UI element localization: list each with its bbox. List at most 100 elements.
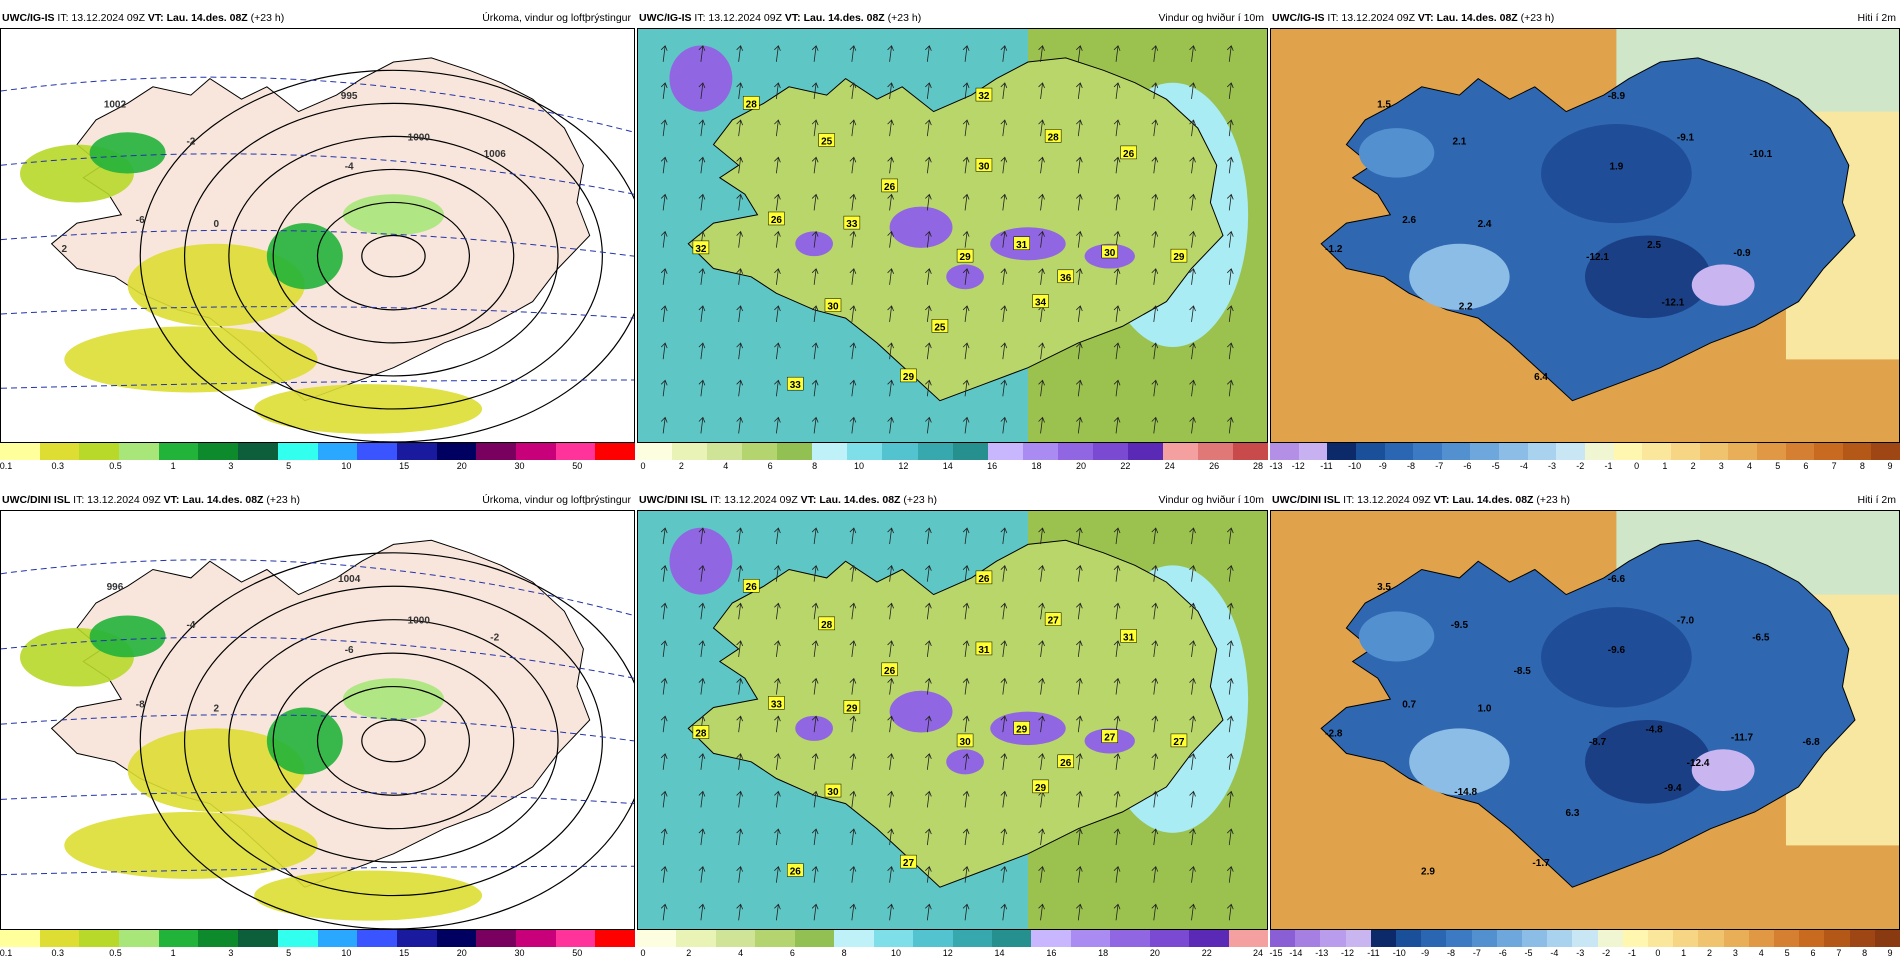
- svg-text:-4: -4: [186, 620, 195, 631]
- valid-time: Lau. 14.des. 08Z: [803, 12, 885, 24]
- value-label: 0: [213, 219, 219, 230]
- valid-time: Lau. 14.des. 08Z: [1436, 12, 1518, 24]
- value-label: -10.1: [1749, 149, 1772, 160]
- wind-arrow: [811, 193, 819, 211]
- isotherm: [1, 865, 634, 876]
- field-title: Vindur og hviður í 10m: [1158, 494, 1264, 506]
- wind-arrow: [660, 640, 668, 657]
- forecast-map[interactable]: 26 26 27 31 28 31 33 29 28 29 30 27 30 29 27 26 26 27 26: [637, 510, 1268, 930]
- wind-arrow: [1038, 193, 1045, 211]
- colorbar-swatch: [715, 930, 756, 947]
- svg-text:26: 26: [1060, 758, 1072, 769]
- wind-arrow: [1000, 865, 1008, 883]
- svg-text:-9.6: -9.6: [1608, 645, 1626, 656]
- forecast-map[interactable]: 3.5 -6.6 -7.0 -6.5 -9.5 -9.6 0.7 1.0 -2.8 -4.8 -8.…: [1270, 510, 1900, 930]
- colorbar-swatch: [1127, 443, 1163, 460]
- svg-text:-8.7: -8.7: [1589, 737, 1607, 748]
- field-title: Úrkoma, vindur og loftþrýstingur: [482, 12, 631, 24]
- wind-arrow: [1000, 903, 1008, 921]
- colorbar-tick: -12: [1291, 461, 1305, 471]
- colorbar-tick: -1: [1604, 461, 1613, 471]
- isobar: [139, 69, 634, 442]
- colorbar-swatch: [277, 930, 318, 947]
- value-label: 3.5: [1377, 582, 1391, 593]
- wind-arrow: [1189, 230, 1196, 248]
- svg-text:26: 26: [746, 582, 758, 593]
- wind-arrow: [962, 268, 970, 285]
- colorbar-tick: 10: [341, 461, 352, 471]
- wind-arrow: [962, 640, 970, 657]
- svg-text:26: 26: [1123, 149, 1135, 160]
- wind-arrow: [1000, 193, 1008, 211]
- colorbar-swatch: [119, 930, 159, 947]
- wind-arrow: [1000, 45, 1008, 62]
- colorbar-swatch: [1547, 930, 1573, 947]
- wind-arrow: [1000, 753, 1008, 770]
- wind-arrow: [698, 119, 706, 137]
- colorbar-swatch: [1774, 930, 1800, 947]
- colorbar-tick: 3: [1718, 461, 1724, 471]
- wind-arrow: [962, 193, 970, 211]
- wind-arrow: [1226, 230, 1234, 248]
- wind-arrow: [660, 342, 668, 360]
- colorbar-swatch: [39, 930, 80, 947]
- wind-arrow: [1151, 640, 1159, 657]
- wind-arrow: [736, 753, 744, 770]
- wind-arrow: [774, 230, 781, 248]
- wind-arrow: [1038, 342, 1045, 360]
- wind-arrow: [962, 865, 970, 883]
- wind-arrow: [887, 82, 894, 99]
- colorbar-swatch: [1233, 443, 1269, 460]
- colorbar-tick: 10: [853, 461, 864, 471]
- wind-arrow: [1000, 156, 1008, 174]
- forecast-map[interactable]: 28 32 28 26 25 30 26 33 32 31 29 30 30 34 29 33 36 29 26 25: [637, 28, 1268, 443]
- forecast-map[interactable]: 996 1004 1000 -2 -4 -6 -8 2: [0, 510, 635, 930]
- wind-arrow: [1151, 342, 1159, 360]
- wind-arrow: [887, 715, 894, 733]
- value-label: 29: [1170, 248, 1188, 263]
- init-time: IT: 13.12.2024 09Z: [73, 494, 161, 506]
- svg-text:-2: -2: [490, 632, 499, 643]
- wind-arrow: [887, 677, 894, 695]
- wind-arrow: [660, 193, 668, 211]
- wind-arrow: [660, 156, 668, 174]
- value-label: 2.5: [1647, 240, 1661, 251]
- wind-arrow: [1113, 342, 1121, 360]
- valid-time: Lau. 14.des. 08Z: [1452, 494, 1534, 506]
- wind-arrow: [660, 715, 668, 733]
- wind-arrow: [811, 527, 819, 545]
- wind-arrow: [1189, 379, 1196, 397]
- svg-text:-8.9: -8.9: [1608, 91, 1626, 102]
- forecast-map[interactable]: 1.5 -8.9 -9.1 -10.1 2.1 1.9 2.6 2.4 -1.2 2.5 -12.1…: [1270, 28, 1900, 443]
- isobar: [183, 102, 603, 410]
- wind-arrow: [698, 828, 706, 846]
- forecast-panel-5: UWC/DINI ISL IT: 13.12.2024 09Z VT: Lau.…: [637, 492, 1268, 970]
- temp-area: [1541, 607, 1692, 708]
- svg-text:-9.5: -9.5: [1451, 620, 1469, 631]
- temp-area: [1541, 123, 1692, 224]
- wind-arrow: [1076, 602, 1083, 620]
- wind-arrow: [1076, 156, 1083, 174]
- wind-arrow: [660, 677, 668, 695]
- colorbar-tick: -8: [1407, 461, 1416, 471]
- valid-label: VT:: [1417, 12, 1434, 24]
- wind-arrow: [1189, 305, 1196, 323]
- temp-area: [1585, 720, 1711, 804]
- wind-arrow: [887, 416, 894, 434]
- precip-area: [342, 678, 445, 720]
- wind-arrow: [698, 865, 706, 883]
- wind-arrow: [698, 45, 706, 62]
- colorbar-tick: 8: [812, 461, 818, 471]
- svg-text:27: 27: [1048, 616, 1060, 627]
- wind-arrow: [1000, 564, 1008, 582]
- value-label: -4: [186, 620, 195, 631]
- forecast-map[interactable]: 1002 995 1000 1006 -2 -4 -6 0 2: [0, 28, 635, 443]
- colorbar-tick: -5: [1491, 461, 1500, 471]
- value-label: 6.3: [1565, 808, 1579, 819]
- isobar: [316, 685, 471, 796]
- wind-arrow: [774, 602, 781, 620]
- wind-arrow: [849, 230, 857, 248]
- wind-arrow: [925, 527, 932, 545]
- wind-arrow: [1151, 119, 1159, 137]
- wind-arrow: [887, 193, 894, 211]
